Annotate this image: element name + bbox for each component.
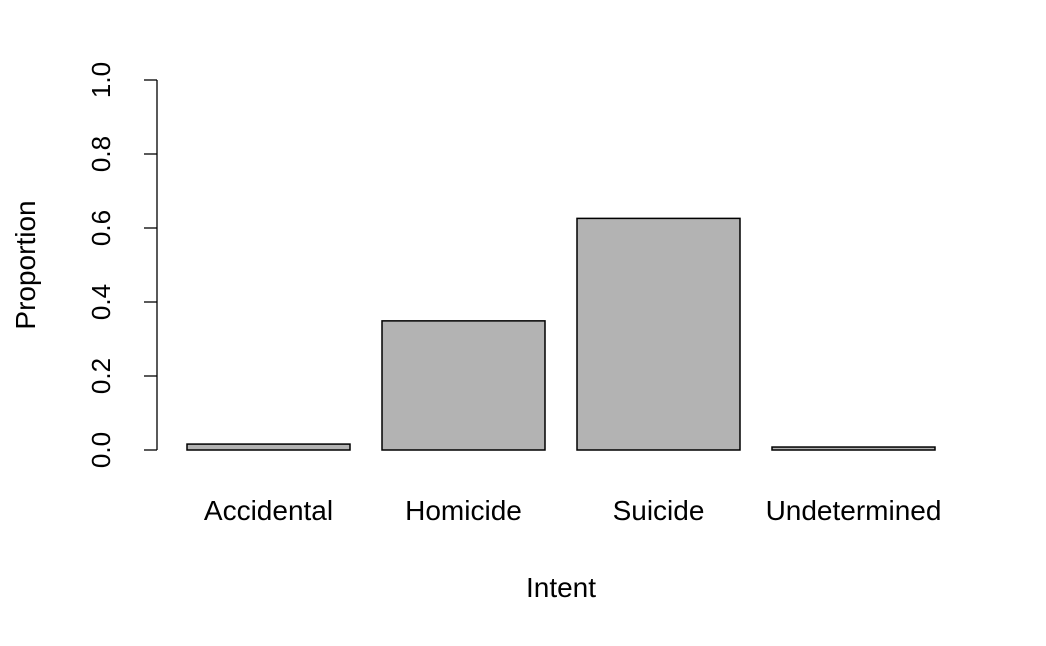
y-tick-label: 0.0	[86, 432, 116, 468]
x-tick-label: Undetermined	[766, 495, 942, 526]
y-tick-label: 1.0	[86, 62, 116, 98]
x-tick-label: Accidental	[204, 495, 333, 526]
bars	[186, 217, 936, 451]
bar-undetermined	[771, 446, 936, 451]
y-tick-label: 0.2	[86, 358, 116, 394]
y-tick-label: 0.8	[86, 136, 116, 172]
bar-suicide	[576, 217, 741, 451]
x-tick-label: Homicide	[405, 495, 522, 526]
x-tick-label: Suicide	[613, 495, 705, 526]
y-tick-label: 0.6	[86, 210, 116, 246]
y-tick-label: 0.4	[86, 284, 116, 320]
x-axis-labels: Accidental Homicide Suicide Undetermined	[204, 495, 942, 526]
bar-homicide	[381, 320, 546, 451]
y-axis-title: Proportion	[10, 200, 41, 329]
bar-accidental	[186, 443, 351, 451]
y-axis: 0.0 0.2 0.4 0.6 0.8 1.0	[86, 62, 158, 468]
x-axis-title: Intent	[526, 572, 596, 603]
